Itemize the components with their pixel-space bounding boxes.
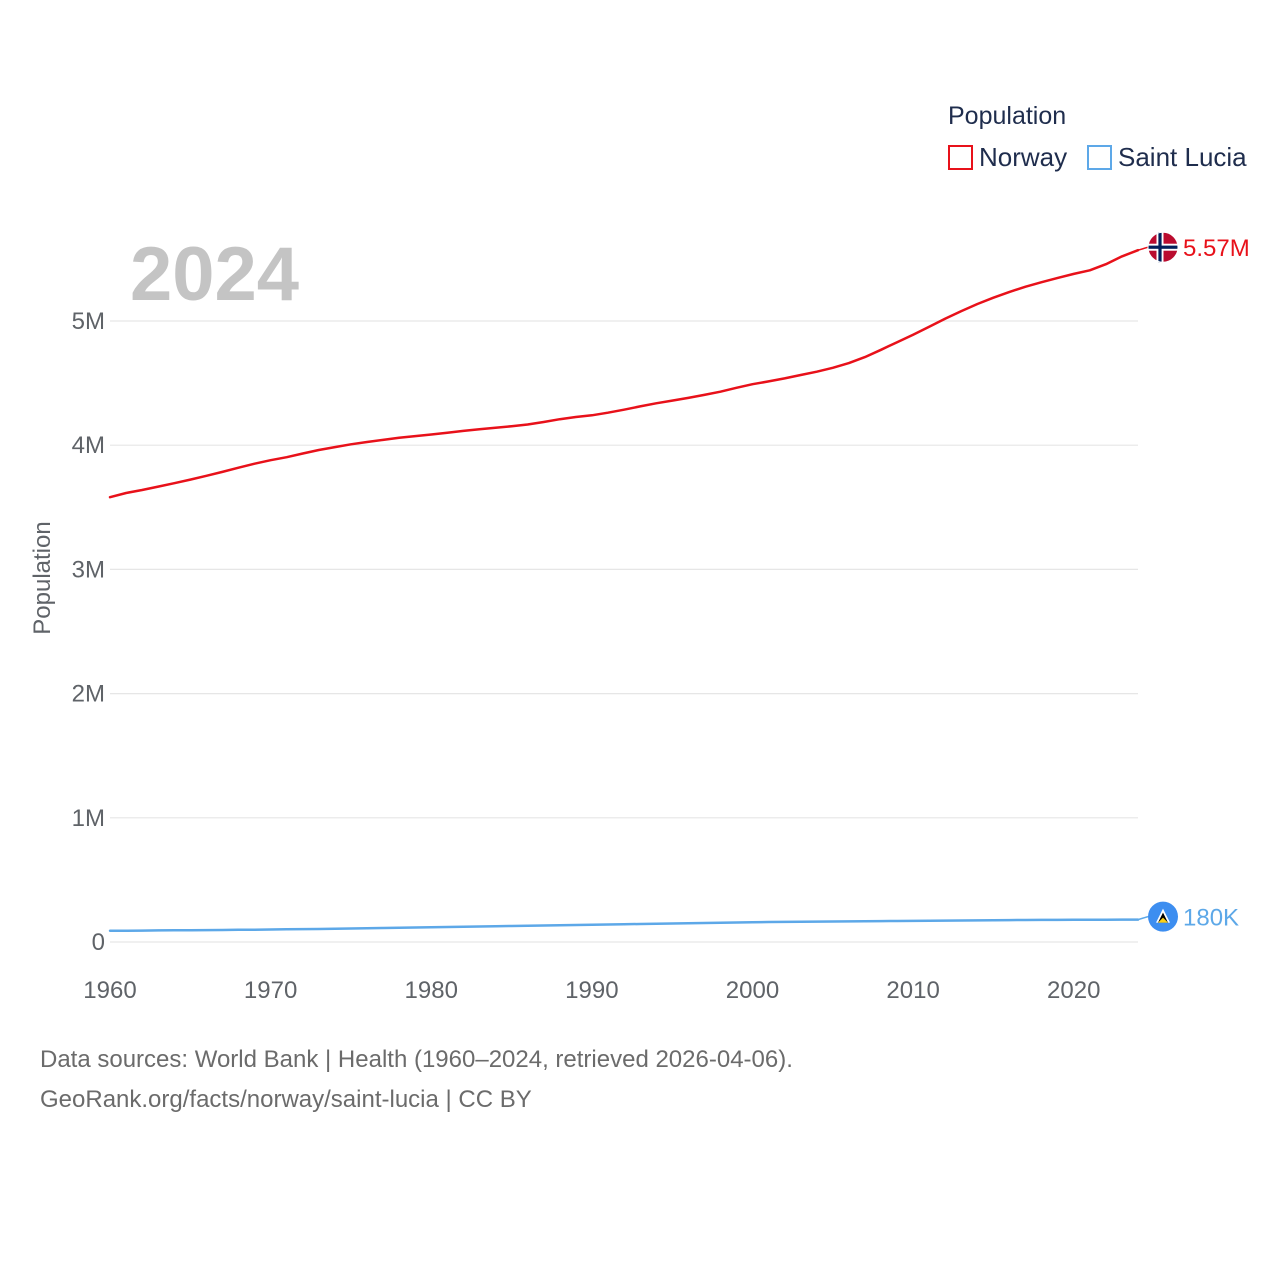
x-tick-label: 2020 [1047, 977, 1100, 1004]
series-line-norway[interactable] [108, 248, 1140, 499]
legend-swatch-norway [948, 145, 973, 170]
end-connector-saint-lucia [1137, 915, 1149, 921]
end-connector-norway [1137, 246, 1149, 251]
x-tick-label: 2010 [886, 977, 939, 1004]
end-value-label-norway: 5.57M [1183, 235, 1250, 262]
y-tick-label: 2M [72, 681, 105, 708]
x-tick-label: 1990 [565, 977, 618, 1004]
legend-label-saint-lucia: Saint Lucia [1118, 142, 1247, 172]
legend-item-saint-lucia[interactable]: Saint Lucia [1087, 142, 1247, 172]
y-axis-title: Population [29, 521, 56, 634]
y-axis-ticks: 0 1M 2M 3M 4M 5M [72, 308, 105, 956]
y-tick-label: 5M [72, 308, 105, 335]
y-tick-label: 4M [72, 432, 105, 459]
data-sources-line: Data sources: World Bank | Health (1960–… [40, 1046, 793, 1073]
gridlines [110, 320, 1138, 943]
legend-title: Population [948, 102, 1066, 130]
x-axis-ticks: 1960 1970 1980 1990 2000 2010 2020 [83, 977, 1100, 1004]
legend: Population Norway Saint Lucia [948, 102, 1247, 172]
saint-lucia-flag-icon [1148, 901, 1178, 932]
x-tick-label: 1980 [405, 977, 458, 1004]
chart-footer: Data sources: World Bank | Health (1960–… [40, 1040, 793, 1120]
legend-item-norway[interactable]: Norway [948, 142, 1067, 172]
x-tick-label: 1970 [244, 977, 297, 1004]
attribution-line[interactable]: GeoRank.org/facts/norway/saint-lucia | C… [40, 1086, 532, 1113]
series-lines: 5.57M 180K [108, 231, 1250, 933]
y-tick-label: 3M [72, 556, 105, 583]
legend-label-norway: Norway [979, 142, 1067, 172]
current-year-label: 2024 [130, 232, 299, 317]
norway-flag-icon [1147, 231, 1179, 263]
y-tick-label: 0 [92, 929, 105, 956]
legend-swatch-saint-lucia [1087, 145, 1112, 170]
x-tick-label: 2000 [726, 977, 779, 1004]
end-value-label-saint-lucia: 180K [1183, 905, 1239, 932]
y-tick-label: 1M [72, 805, 105, 832]
x-tick-label: 1960 [83, 977, 136, 1004]
series-line-saint-lucia[interactable] [108, 918, 1140, 933]
